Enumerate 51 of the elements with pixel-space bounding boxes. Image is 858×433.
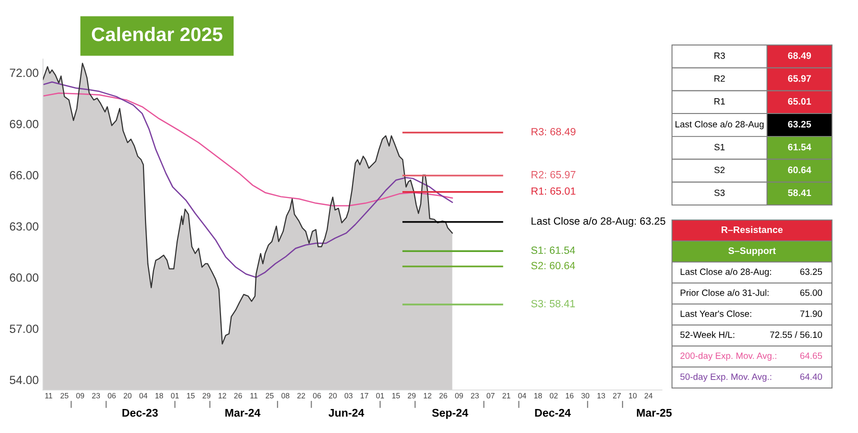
text: R2 (714, 75, 725, 82)
ref-line-label: R2: 65.97 (532, 170, 576, 178)
x2-tick-label: Dec-23 (122, 408, 158, 417)
text: 50-day Exp. Mov. Avg.: (680, 373, 772, 382)
y-tick-label: 69.00 (10, 120, 38, 128)
text: 63.25 (788, 120, 812, 128)
text: Last Close a/o 28-Aug (676, 120, 764, 130)
y-tick-label: 72.00 (10, 68, 38, 78)
text: 68.49 (788, 52, 811, 59)
text: R–Resistance (722, 226, 783, 234)
text: S2 (714, 166, 725, 174)
text: 63.25 (800, 268, 822, 275)
y-tick-label: 60.00 (10, 273, 38, 282)
x2-tick-label: Jun-24 (328, 408, 364, 417)
text: Last Close a/o 28-Aug: (680, 268, 772, 277)
x2-tick-label: Mar-25 (636, 408, 672, 417)
text: 58.41 (788, 189, 812, 196)
text: Prior Close a/o 31-Jul: (680, 289, 768, 296)
line-series (43, 92, 453, 206)
text: 200-day Exp. Mov. Avg.: (680, 352, 776, 361)
x2-tick-label: Dec-24 (535, 408, 571, 417)
text: S–Support (728, 247, 776, 256)
y-tick-label: 57.00 (10, 324, 38, 333)
text: 65.01 (788, 98, 812, 105)
chart-title: Calendar 2025 (92, 26, 222, 42)
text: 71.90 (800, 310, 822, 317)
text: 72.55 / 56.10 (770, 331, 822, 338)
y-tick-label: 54.00 (10, 376, 38, 384)
ref-line-label: Last Close a/o 28-Aug: 63.25 (532, 217, 666, 227)
ref-line-label: S2: 60.64 (531, 262, 576, 270)
text: S1 (714, 144, 725, 150)
ref-line-label: S3: 58.41 (531, 300, 575, 308)
ref-line-label: R1: 65.01 (532, 187, 576, 195)
x2-tick-label: Sep-24 (432, 408, 468, 419)
ref-line-label: S1: 61.54 (531, 246, 576, 254)
text: 52-Week H/L: (680, 331, 734, 338)
text: R1 (714, 98, 725, 104)
text: 65.97 (788, 75, 811, 82)
text: 64.40 (800, 374, 822, 380)
text: R3 (714, 52, 725, 59)
text: Last Year's Close: (680, 310, 752, 317)
x2-tick-label: Mar-24 (225, 408, 260, 417)
y-tick-label: 63.00 (10, 222, 38, 231)
text: 65.00 (800, 290, 822, 296)
line-series (43, 81, 453, 278)
text: S3 (714, 190, 725, 196)
ref-line-label: R3: 68.49 (532, 128, 576, 136)
text: 60.64 (788, 166, 812, 174)
text: 61.54 (788, 144, 812, 150)
text: 64.65 (800, 352, 822, 359)
y-tick-label: 66.00 (10, 171, 38, 180)
